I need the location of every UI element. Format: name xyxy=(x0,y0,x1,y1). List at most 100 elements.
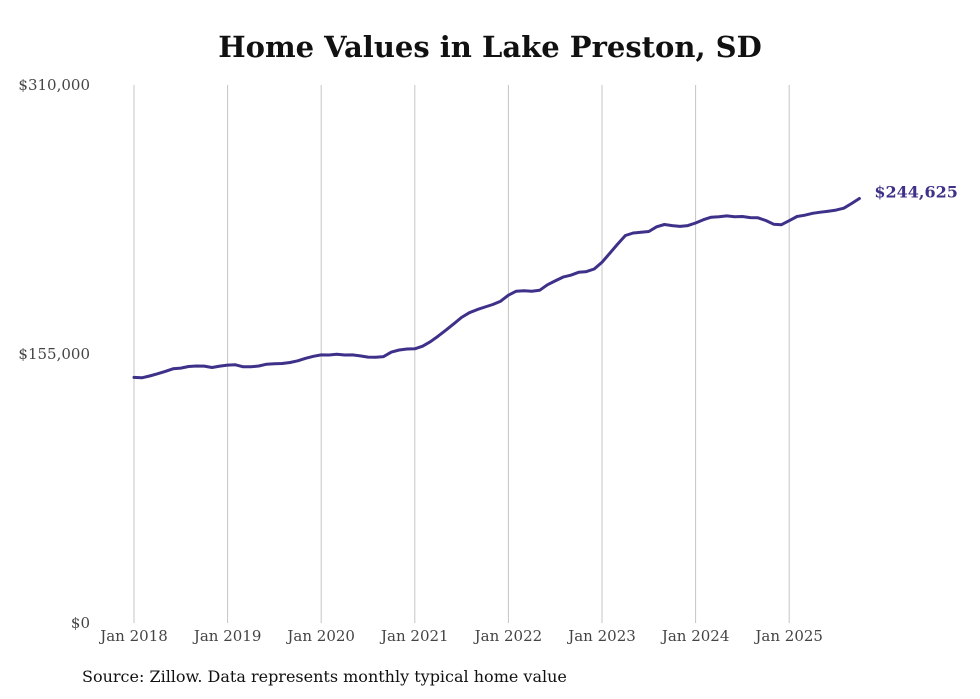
data-point xyxy=(195,364,198,368)
data-point xyxy=(546,283,549,286)
data-point xyxy=(585,270,588,273)
data-point xyxy=(616,242,619,246)
data-point xyxy=(561,275,565,279)
data-point xyxy=(577,271,580,274)
data-point xyxy=(639,231,643,234)
data-point xyxy=(788,219,791,222)
data-point xyxy=(710,216,713,219)
x-axis-ticks: Jan 2018 Jan 2019 Jan 2020 Jan 2021 Jan 2022… xyxy=(98,627,823,645)
data-point xyxy=(647,230,650,233)
data-point xyxy=(717,215,721,218)
data-point xyxy=(780,223,783,226)
data-point xyxy=(281,362,284,365)
data-point xyxy=(632,231,635,235)
data-point xyxy=(483,305,487,309)
data-point xyxy=(554,279,557,283)
data-point xyxy=(827,210,830,213)
data-point xyxy=(741,215,744,218)
series-line xyxy=(132,197,861,380)
data-point xyxy=(694,221,697,225)
data-point xyxy=(226,363,229,367)
data-point xyxy=(600,261,604,264)
x-tick-label: Jan 2019 xyxy=(192,627,262,645)
data-point xyxy=(437,334,440,338)
x-tick-label: Jan 2018 xyxy=(98,627,168,645)
data-point xyxy=(476,308,479,311)
data-point xyxy=(382,355,385,358)
data-point xyxy=(834,208,838,212)
data-point xyxy=(187,365,190,368)
data-point xyxy=(733,215,736,218)
data-point xyxy=(304,357,307,360)
y-tick-label: $310,000 xyxy=(18,76,90,94)
data-point xyxy=(725,214,728,218)
data-point xyxy=(608,252,611,255)
data-point xyxy=(359,354,362,358)
data-point xyxy=(842,207,845,210)
data-point xyxy=(140,376,143,379)
data-point xyxy=(772,223,775,226)
data-point xyxy=(398,348,401,352)
data-point xyxy=(686,224,689,227)
data-point xyxy=(132,376,136,379)
y-axis-ticks: $0 $155,000 $310,000 xyxy=(18,76,90,632)
data-point xyxy=(234,363,237,366)
data-point xyxy=(819,211,822,214)
data-point xyxy=(538,289,541,292)
data-point xyxy=(499,300,502,303)
data-point xyxy=(164,370,167,373)
data-point xyxy=(296,359,299,362)
end-value-label: $244,625 xyxy=(874,182,958,201)
data-point xyxy=(320,353,323,357)
data-point xyxy=(327,353,331,357)
data-point xyxy=(655,225,658,228)
data-point xyxy=(343,353,346,357)
data-point xyxy=(148,374,151,378)
data-point xyxy=(405,347,409,351)
x-tick-label: Jan 2021 xyxy=(379,627,449,645)
data-point xyxy=(663,223,666,226)
x-tick-label: Jan 2022 xyxy=(473,627,543,645)
data-point xyxy=(515,290,518,293)
data-point xyxy=(507,294,510,297)
data-point xyxy=(452,322,455,325)
x-tick-label: Jan 2020 xyxy=(285,627,355,645)
data-point xyxy=(390,350,393,354)
data-point xyxy=(858,197,861,200)
data-point xyxy=(444,328,448,332)
data-point xyxy=(702,218,705,221)
data-point xyxy=(218,364,221,368)
data-point xyxy=(210,366,214,369)
data-point xyxy=(366,355,370,359)
data-point xyxy=(593,267,596,271)
data-point xyxy=(257,364,260,368)
data-point xyxy=(569,274,572,277)
data-point xyxy=(249,365,253,368)
data-point xyxy=(265,363,268,366)
data-point xyxy=(764,219,767,222)
y-tick-label: $155,000 xyxy=(18,345,90,363)
y-tick-label: $0 xyxy=(71,614,90,632)
data-point xyxy=(850,202,853,205)
data-point xyxy=(678,225,682,228)
data-point xyxy=(413,347,416,350)
data-point xyxy=(203,364,206,368)
data-point xyxy=(468,311,471,314)
data-point xyxy=(351,353,354,357)
data-point xyxy=(312,355,315,358)
data-point xyxy=(671,224,674,227)
data-point xyxy=(429,340,432,343)
data-point xyxy=(421,345,424,348)
data-point xyxy=(522,289,526,292)
data-point xyxy=(335,353,338,356)
x-tick-label: Jan 2024 xyxy=(660,627,730,645)
data-point xyxy=(795,215,799,218)
series-layer: $244,625 xyxy=(132,182,958,380)
data-point xyxy=(179,366,182,370)
data-point xyxy=(242,365,245,368)
data-point xyxy=(491,303,494,306)
data-point xyxy=(811,212,814,215)
data-point xyxy=(156,372,159,375)
data-point xyxy=(803,214,806,217)
